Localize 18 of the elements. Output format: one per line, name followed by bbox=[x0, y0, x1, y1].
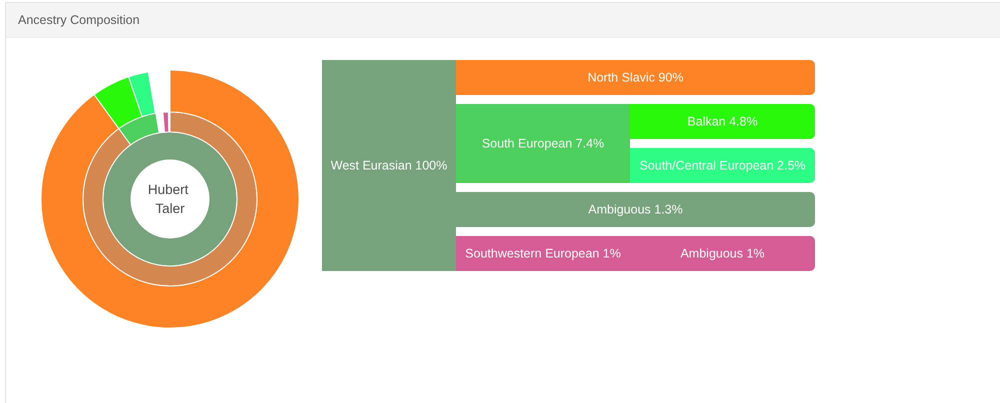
data-label: 1.3% bbox=[654, 202, 683, 216]
text: Ancestry Composition bbox=[18, 13, 140, 27]
category-label: Southwestern European bbox=[465, 246, 600, 260]
data-label: 1% bbox=[746, 246, 765, 260]
category-label: North Slavic bbox=[588, 70, 655, 84]
category-label: South/Central European bbox=[639, 158, 774, 172]
category-label: Balkan bbox=[687, 114, 726, 128]
category-label: Ambiguous bbox=[680, 246, 744, 260]
category-label: South European bbox=[482, 136, 572, 150]
data-label: 7.4% bbox=[576, 136, 604, 150]
data-label: 100% bbox=[415, 158, 448, 172]
data-label: 4.8% bbox=[729, 114, 758, 128]
category-label: West Eurasian bbox=[330, 158, 412, 172]
data-label: 90% bbox=[658, 70, 684, 84]
category-label: Ambiguous bbox=[588, 202, 651, 216]
text: Hubert Taler bbox=[148, 182, 192, 216]
data-label: 1% bbox=[602, 246, 621, 260]
data-label: 2.5% bbox=[777, 158, 806, 172]
